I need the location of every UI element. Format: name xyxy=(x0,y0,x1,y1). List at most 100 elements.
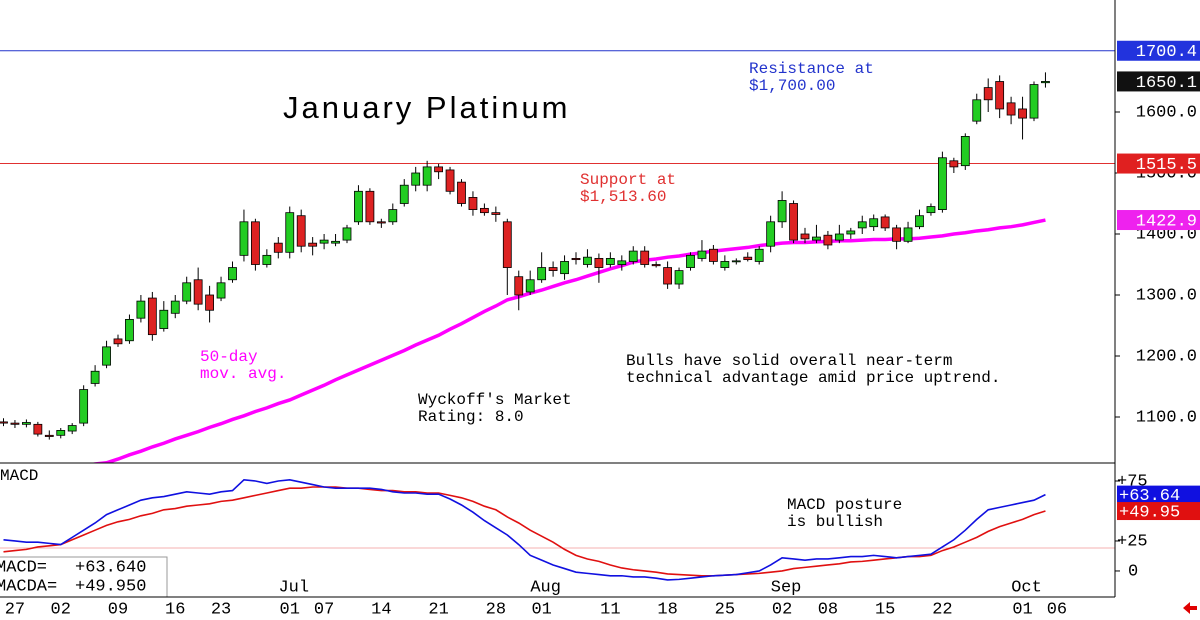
x-tick-label: 08 xyxy=(818,600,838,619)
candle-body xyxy=(628,250,638,262)
candle-body xyxy=(113,338,123,345)
annotation: is bullish xyxy=(787,513,883,531)
x-tick-label: 09 xyxy=(108,600,128,619)
value-box-label: 1650.1 xyxy=(1136,74,1197,93)
candle-body xyxy=(79,389,89,424)
readout-box xyxy=(0,556,168,598)
candle-body xyxy=(995,81,1005,110)
x-tick-label: 01 xyxy=(1012,600,1032,619)
readout-name: MACD= xyxy=(0,558,47,577)
candle-body xyxy=(960,135,970,167)
y-tick-label: 1100.0 xyxy=(1136,408,1197,427)
price-panel xyxy=(0,50,1115,463)
candle-body xyxy=(731,260,741,263)
candle-body xyxy=(0,421,8,424)
x-tick-label: 22 xyxy=(932,600,952,619)
candle-body xyxy=(411,172,421,186)
month-label: Oct xyxy=(1011,578,1042,597)
y-tick-label: 0 xyxy=(1128,562,1138,581)
value-box xyxy=(1117,210,1200,231)
candle-body xyxy=(319,239,329,244)
candle-body xyxy=(869,218,879,228)
candle-body xyxy=(571,258,581,261)
annotation: mov. avg. xyxy=(200,365,286,383)
value-box xyxy=(1117,71,1200,92)
candle-body xyxy=(857,221,867,229)
candle-body xyxy=(365,190,375,223)
candle-body xyxy=(388,209,398,223)
candle-body xyxy=(376,221,386,224)
value-box xyxy=(1117,485,1200,504)
annotation: technical advantage amid price uptrend. xyxy=(626,369,1000,387)
candle-body xyxy=(720,261,730,268)
candle-body xyxy=(125,319,134,342)
candle-body xyxy=(1041,81,1050,84)
x-tick-label: 28 xyxy=(486,600,506,619)
candle-body xyxy=(800,233,810,240)
x-tick-label: 02 xyxy=(772,600,792,619)
candle-body xyxy=(216,282,226,299)
macd-line xyxy=(3,486,1046,577)
annotation: Support at xyxy=(580,171,676,189)
candle-body xyxy=(537,267,547,281)
candle-body xyxy=(743,256,753,261)
x-tick-label: 23 xyxy=(211,600,231,619)
candle-body xyxy=(1029,84,1039,119)
candle-body xyxy=(949,160,959,168)
candle-body xyxy=(21,422,31,425)
candle-body xyxy=(663,267,672,285)
candle-body xyxy=(983,87,993,101)
candle-body xyxy=(434,166,444,173)
candle-body xyxy=(617,260,627,265)
value-box-label: 1515.5 xyxy=(1136,156,1197,175)
candle-body xyxy=(605,258,615,265)
candle-body xyxy=(228,267,237,281)
annotation: 50-day xyxy=(200,348,258,366)
y-tick-label: 1300.0 xyxy=(1136,286,1197,305)
value-box-label: 1422.9 xyxy=(1136,213,1197,232)
candle-body xyxy=(594,258,604,268)
candle-body xyxy=(193,279,203,305)
chart-title: January Platinum xyxy=(283,90,571,125)
y-tick-label: 1600.0 xyxy=(1136,103,1197,122)
candle-body xyxy=(147,297,157,336)
month-label: Jul xyxy=(278,578,309,597)
candle-body xyxy=(812,236,821,241)
value-box-label: 1700.4 xyxy=(1136,43,1197,62)
readout-value: +49.950 xyxy=(75,577,146,596)
annotation: Rating: 8.0 xyxy=(418,408,524,426)
candle-body xyxy=(399,184,409,204)
x-tick-label: 16 xyxy=(165,600,185,619)
candle-body xyxy=(205,294,215,311)
value-box-label: +63.64 xyxy=(1119,487,1180,506)
candle-body xyxy=(846,230,856,235)
candle-body xyxy=(170,300,180,314)
annotation: Resistance at xyxy=(749,60,874,78)
x-tick-label: 06 xyxy=(1047,600,1067,619)
candle-body xyxy=(468,197,478,211)
candle-body xyxy=(915,215,924,228)
x-tick-label: 01 xyxy=(531,600,551,619)
scroll-arrow[interactable] xyxy=(1183,602,1197,614)
candle-body xyxy=(972,99,982,122)
candle-body xyxy=(766,221,776,247)
month-label: Sep xyxy=(771,578,802,597)
x-tick-label: 02 xyxy=(51,600,71,619)
candle-body xyxy=(777,200,787,223)
candle-body xyxy=(67,425,77,432)
annotation: Wyckoff's Market xyxy=(418,391,572,409)
candle-body xyxy=(354,190,363,223)
annotation: MACD posture xyxy=(787,496,902,514)
candle-body xyxy=(445,169,455,192)
candle-body xyxy=(892,227,901,242)
candle-body xyxy=(651,264,661,267)
overlay: January Platinum 1100.0 1200.0 1300.0 1400.0… xyxy=(0,40,1200,619)
candle-body xyxy=(10,422,20,425)
candle-body xyxy=(697,250,707,259)
candle-body xyxy=(789,203,798,241)
candle-body xyxy=(640,250,650,265)
x-tick-label: 27 xyxy=(5,600,25,619)
y-tick-label: +25 xyxy=(1117,532,1148,551)
candle-body xyxy=(102,346,111,366)
candle-body xyxy=(33,423,43,435)
